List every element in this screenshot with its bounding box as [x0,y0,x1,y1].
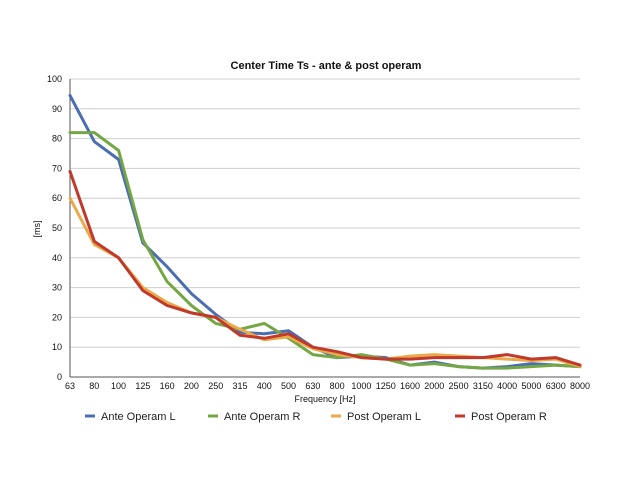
series-line-4 [68,169,582,367]
x-tick-label: 6300 [546,381,566,391]
x-axis-ticks: 63 80 100 125 160 200 250 315 400 500 630 800 1000 12… [65,381,590,391]
y-tick-label: 50 [52,223,62,233]
y-tick-label: 70 [52,163,62,173]
y-tick-label: 40 [52,253,62,263]
y-tick-label: 20 [52,312,62,322]
x-tick-label: 80 [89,381,99,391]
x-tick-label: 630 [305,381,320,391]
x-tick-label: 125 [135,381,150,391]
legend-label: Ante Operam R [224,411,300,423]
x-tick-label: 1000 [351,381,371,391]
legend-label: Ante Operam L [101,411,176,423]
x-tick-label: 500 [281,381,296,391]
y-tick-label: 0 [57,372,62,382]
x-tick-label: 400 [257,381,272,391]
y-tick-label: 90 [52,104,62,114]
y-tick-label: 80 [52,134,62,144]
y-axis-ticks: 0 10 20 30 40 50 60 70 80 90 100 [47,74,62,382]
x-tick-label: 3150 [473,381,493,391]
series-line-1 [68,93,582,370]
x-tick-label: 1600 [400,381,420,391]
y-tick-label: 60 [52,193,62,203]
x-tick-label: 2500 [449,381,469,391]
x-tick-label: 200 [184,381,199,391]
y-tick-label: 100 [47,74,62,84]
y-tick-label: 10 [52,342,62,352]
legend: Ante Operam L Ante Operam R Post Operam L P… [85,411,547,423]
chart-title: Center Time Ts - ante & post operam [231,60,422,72]
x-tick-label: 63 [65,381,75,391]
x-tick-label: 4000 [497,381,517,391]
x-tick-label: 8000 [570,381,590,391]
legend-label: Post Operam R [471,411,547,423]
series-line-3 [68,196,582,369]
legend-label: Post Operam L [347,411,421,423]
x-axis-label: Frequency [Hz] [294,394,355,404]
x-tick-label: 2000 [424,381,444,391]
x-tick-label: 315 [232,381,247,391]
y-tick-label: 30 [52,283,62,293]
gridlines [70,78,580,348]
x-tick-label: 1250 [376,381,396,391]
x-tick-label: 800 [330,381,345,391]
series-line-2 [68,131,582,370]
series-lines [68,93,582,370]
y-axis-label: [ms] [32,221,42,238]
x-tick-label: 250 [208,381,223,391]
x-tick-label: 100 [111,381,126,391]
x-tick-label: 5000 [521,381,541,391]
x-tick-label: 160 [160,381,175,391]
